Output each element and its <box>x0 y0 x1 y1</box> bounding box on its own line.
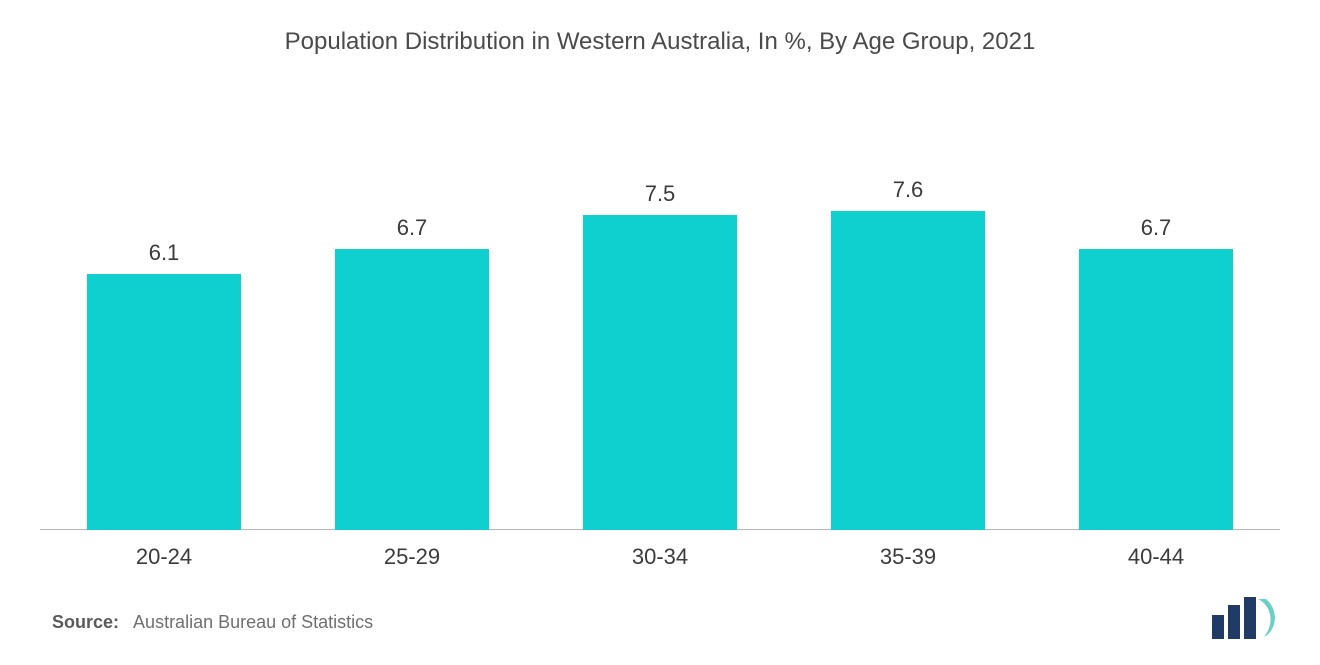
bar <box>87 274 241 530</box>
bar <box>583 215 737 530</box>
bar <box>831 211 985 530</box>
category-label: 20-24 <box>136 544 192 570</box>
source-text: Australian Bureau of Statistics <box>133 612 373 632</box>
source-line: Source: Australian Bureau of Statistics <box>52 612 373 633</box>
plot-area: 6.120-246.725-297.530-347.635-396.740-44 <box>40 110 1280 530</box>
bar-slot: 6.740-44 <box>1032 110 1280 530</box>
bar <box>1079 249 1233 530</box>
mordor-logo-icon <box>1210 597 1280 641</box>
bar-value-label: 6.7 <box>1141 215 1172 241</box>
bar-slot: 7.635-39 <box>784 110 1032 530</box>
bar-value-label: 7.5 <box>645 181 676 207</box>
bar-group: 6.120-246.725-297.530-347.635-396.740-44 <box>40 110 1280 530</box>
chart-title: Population Distribution in Western Austr… <box>0 28 1320 56</box>
bar-slot: 6.725-29 <box>288 110 536 530</box>
category-label: 25-29 <box>384 544 440 570</box>
bar-value-label: 7.6 <box>893 177 924 203</box>
bar-value-label: 6.1 <box>149 240 180 266</box>
category-label: 40-44 <box>1128 544 1184 570</box>
source-label: Source: <box>52 612 119 632</box>
chart-container: Population Distribution in Western Austr… <box>0 0 1320 665</box>
brand-logo <box>1210 597 1280 641</box>
category-label: 30-34 <box>632 544 688 570</box>
bar-slot: 7.530-34 <box>536 110 784 530</box>
category-label: 35-39 <box>880 544 936 570</box>
bar-value-label: 6.7 <box>397 215 428 241</box>
bar <box>335 249 489 530</box>
bar-slot: 6.120-24 <box>40 110 288 530</box>
